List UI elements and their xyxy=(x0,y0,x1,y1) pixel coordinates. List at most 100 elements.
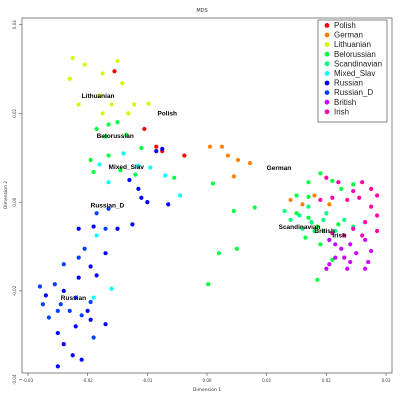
point-belorussian xyxy=(91,169,96,175)
point-belorussian xyxy=(294,193,299,198)
point-belorussian xyxy=(351,182,356,187)
group-label: British xyxy=(314,228,335,235)
point-lithuanian xyxy=(82,62,87,67)
group-label: Scandinavian xyxy=(279,224,321,231)
point-belorussian xyxy=(124,132,129,137)
point-scandinavian xyxy=(333,228,338,234)
point-british xyxy=(339,246,344,251)
point-lithuanian xyxy=(120,81,125,86)
legend-swatch xyxy=(324,42,330,47)
point-polish xyxy=(182,153,187,158)
point-lithuanian xyxy=(100,111,105,116)
point-scandinavian xyxy=(342,217,347,223)
point-russian xyxy=(61,288,66,294)
point-russian xyxy=(103,322,108,327)
point-scandinavian xyxy=(282,208,287,214)
point-scandinavian xyxy=(300,226,305,231)
point-russian-d xyxy=(73,295,78,300)
point-russian xyxy=(88,264,93,269)
point-russian-d xyxy=(61,262,66,267)
point-russian xyxy=(55,330,60,336)
point-russian xyxy=(145,200,150,205)
point-german xyxy=(231,174,236,179)
legend-label: Irish xyxy=(334,107,349,116)
point-lithuanian xyxy=(132,102,137,107)
point-russian xyxy=(79,357,84,362)
point-german xyxy=(235,157,241,163)
point-lithuanian xyxy=(76,102,81,107)
point-british xyxy=(333,255,338,260)
point-british xyxy=(363,266,368,271)
point-mixed-slav xyxy=(109,286,114,291)
point-russian-d xyxy=(79,313,84,318)
legend-label: Polish xyxy=(334,21,356,30)
point-irish xyxy=(330,195,335,200)
group-label: Mixed_Slav xyxy=(109,164,145,171)
point-belorussian xyxy=(336,222,341,227)
group-label: Belorussian xyxy=(97,133,134,140)
point-belorussian xyxy=(303,235,308,240)
y-tick-label: 0.04 xyxy=(12,20,17,29)
point-belorussian xyxy=(172,175,177,180)
point-belorussian xyxy=(118,168,123,173)
point-russian xyxy=(139,195,144,200)
point-polish xyxy=(142,126,147,132)
x-tick-label: -0.01 xyxy=(142,378,153,383)
point-russian xyxy=(88,317,93,322)
x-tick-label: 0.03 xyxy=(382,378,391,383)
point-belorussian xyxy=(294,211,299,216)
point-lithuanian xyxy=(126,111,131,116)
point-lithuanian xyxy=(115,58,120,64)
legend-swatch xyxy=(324,51,330,57)
group-label: Russian_D xyxy=(91,202,125,209)
point-scandinavian xyxy=(297,213,302,218)
point-russian xyxy=(91,224,96,229)
point-belorussian xyxy=(339,186,344,191)
legend-swatch xyxy=(324,99,330,105)
group-label: Polish xyxy=(157,111,177,118)
y-tick-label: -0.04 xyxy=(12,374,17,385)
point-scandinavian xyxy=(321,217,326,223)
point-scandinavian xyxy=(309,220,314,225)
point-irish xyxy=(345,197,350,203)
point-russian xyxy=(154,149,159,154)
point-russian-d xyxy=(76,255,81,260)
point-belorussian xyxy=(318,171,323,176)
point-scandinavian xyxy=(324,211,329,216)
point-russian xyxy=(70,353,75,358)
point-russian xyxy=(61,342,66,347)
point-german xyxy=(300,202,305,207)
point-russian-d xyxy=(106,206,111,211)
group-label: Russian xyxy=(61,295,86,302)
x-axis-title: Dimension 1 xyxy=(193,387,221,393)
legend-label: Mixed_Slav xyxy=(334,69,375,78)
point-mixed-slav xyxy=(178,193,183,198)
point-irish xyxy=(360,180,365,185)
point-mixed-slav xyxy=(163,173,168,178)
legend-swatch xyxy=(324,90,330,95)
point-russian xyxy=(115,226,120,231)
point-german xyxy=(288,197,293,203)
point-mixed-slav xyxy=(91,295,96,300)
group-labels: Lithuanian Polish Belorussian Mixed_Slav Ger… xyxy=(61,93,346,302)
legend-swatch xyxy=(324,80,330,86)
point-belorussian xyxy=(115,120,120,125)
legend-swatch xyxy=(324,23,330,28)
legend-label: Scandinavian xyxy=(334,59,382,68)
point-irish xyxy=(336,180,341,185)
point-belorussian xyxy=(231,208,236,214)
point-russian-d xyxy=(67,308,72,313)
point-irish xyxy=(374,228,380,234)
point-russian xyxy=(136,186,141,191)
y-tick-label: -0.02 xyxy=(12,285,17,296)
point-british xyxy=(363,237,368,242)
point-irish xyxy=(360,233,365,238)
point-irish xyxy=(363,220,368,225)
point-german xyxy=(207,144,213,149)
point-russian-d xyxy=(91,335,96,340)
legend-swatch xyxy=(324,109,330,115)
point-belorussian xyxy=(318,242,323,247)
point-scandinavian xyxy=(306,204,311,209)
legend: PolishGermanLithuanianBelorussianScandin… xyxy=(317,19,388,123)
point-irish xyxy=(369,204,374,209)
